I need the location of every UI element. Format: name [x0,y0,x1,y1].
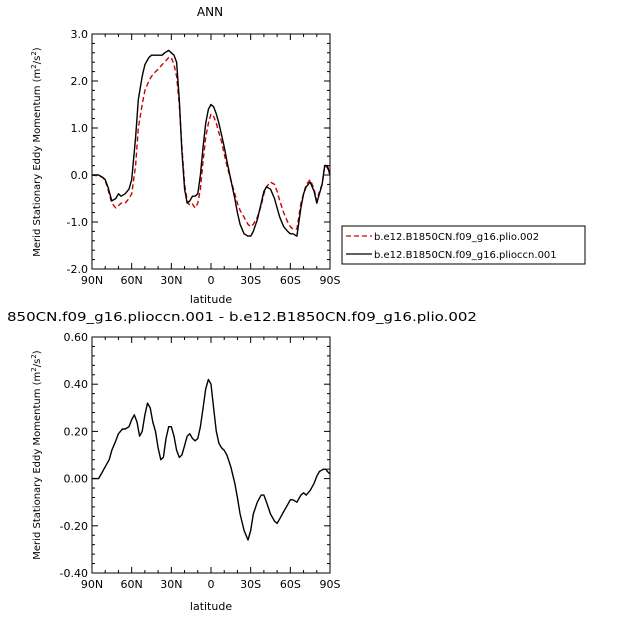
top-y-tick-label: -2.0 [67,263,88,276]
top-x-axis-label: latitude [190,293,232,306]
bottom-y-axis-label: Merid Stationary Eddy Momentum (m2/s2) [30,350,43,560]
bottom-series-lines [92,378,331,541]
top-x-tick-label: 30S [240,274,261,287]
top-series-line-2 [92,49,331,237]
top-plot-frame [91,33,331,270]
bottom-x-tick-label: 30N [160,578,182,591]
bottom-y-tick-label: 0.00 [64,473,89,486]
bottom-x-tick-label: 30S [240,578,261,591]
top-series-lines [91,49,331,237]
top-x-tick-label: 90N [81,274,103,287]
legend-label-plioccn: b.e12.B1850CN.f09_g16.plioccn.001 [374,250,557,261]
top-x-tick-label: 60S [280,274,301,287]
top-y-tick-label: 0.0 [71,169,89,182]
bottom-y-tick-label: -0.20 [60,520,88,533]
top-x-tick-label: 0 [208,274,215,287]
bottom-x-axis-label: latitude [190,600,232,613]
bottom-y-tick-label: 0.40 [64,378,89,391]
bottom-chart-title: 850CN.f09_g16.plioccn.001 - b.e12.B1850C… [7,309,477,324]
legend: b.e12.B1850CN.f09_g16.plio.002 b.e12.B18… [341,225,586,265]
bottom-y-tick-label: -0.40 [60,567,88,580]
top-axis-ticks: 90N 60N 30N 0 30S 60S 90S -2.0 -1.0 0.0 1.0 2.0 3.0 [67,28,341,287]
bottom-y-tick-label: 0.20 [64,425,89,438]
bottom-series-line-1 [92,378,331,541]
bottom-x-tick-label: 60S [280,578,301,591]
top-panel: ANN Merid Stationary Eddy Momentum (m2/s… [30,5,341,306]
top-x-tick-label: 30N [160,274,182,287]
bottom-x-tick-label: 90N [81,578,103,591]
top-y-tick-label: 1.0 [71,122,89,135]
top-y-tick-label: -1.0 [67,216,88,229]
top-series-line-1 [91,56,331,230]
bottom-x-tick-label: 90S [320,578,341,591]
bottom-plot-frame [91,336,331,574]
bottom-axis-ticks: 90N 60N 30N 0 30S 60S 90S -0.40 -0.20 0.00 0.20 0.4… [60,331,341,591]
legend-label-plio: b.e12.B1850CN.f09_g16.plio.002 [374,232,539,243]
top-x-tick-label: 90S [320,274,341,287]
bottom-panel: 850CN.f09_g16.plioccn.001 - b.e12.B1850C… [7,309,477,613]
bottom-x-tick-label: 0 [208,578,215,591]
top-y-tick-label: 3.0 [71,28,89,41]
top-x-tick-label: 60N [121,274,143,287]
top-y-tick-label: 2.0 [71,75,89,88]
top-y-axis-label: Merid Stationary Eddy Momentum (m2/s2) [30,47,43,257]
top-chart-title: ANN [197,5,223,19]
bottom-y-tick-label: 0.60 [64,331,89,344]
legend-box [341,225,586,265]
bottom-x-tick-label: 60N [121,578,143,591]
